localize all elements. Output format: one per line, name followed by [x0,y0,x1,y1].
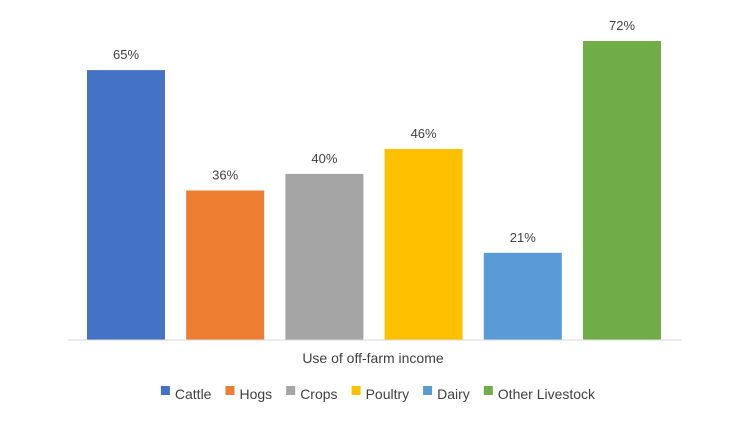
x-axis-title: Use of off-farm income [302,350,444,366]
bar-poultry [384,149,463,340]
legend-label-other-livestock: Other Livestock [498,386,596,402]
legend-swatch-other-livestock [483,386,493,395]
bar-dairy [483,252,562,340]
legend-label-poultry: Poultry [366,386,410,402]
legend-swatch-dairy [423,386,433,395]
legend-swatch-cattle [160,386,170,395]
bar-cattle [87,70,165,340]
bar-other-livestock [583,41,661,340]
legend-swatch-crops [286,386,296,395]
legend-item-other-livestock: Other Livestock [483,386,596,402]
data-label-dairy: 21% [510,230,536,245]
legend-swatch-poultry [351,386,361,395]
data-label-cattle: 65% [113,47,139,62]
bar-hogs [186,190,265,340]
legend-item-dairy: Dairy [423,386,470,402]
legend-item-hogs: Hogs [225,386,273,402]
data-label-other-livestock: 72% [609,18,635,33]
bars-group [87,41,661,340]
legend-item-cattle: Cattle [160,386,212,402]
data-label-poultry: 46% [411,126,437,141]
bar-crops [285,173,364,340]
legend: Cattle Hogs Crops Poultry Dairy Other Livesto… [160,386,596,402]
legend-item-crops: Crops [286,386,338,402]
legend-swatch-hogs [225,386,235,395]
legend-label-cattle: Cattle [175,386,212,402]
data-label-hogs: 36% [212,168,238,183]
legend-label-hogs: Hogs [240,386,273,402]
data-labels-group: 65% 36% 40% 46% 21% 72% [113,18,635,245]
legend-item-poultry: Poultry [351,386,410,402]
data-label-crops: 40% [311,151,337,166]
legend-label-dairy: Dairy [437,386,470,402]
legend-label-crops: Crops [300,386,337,402]
